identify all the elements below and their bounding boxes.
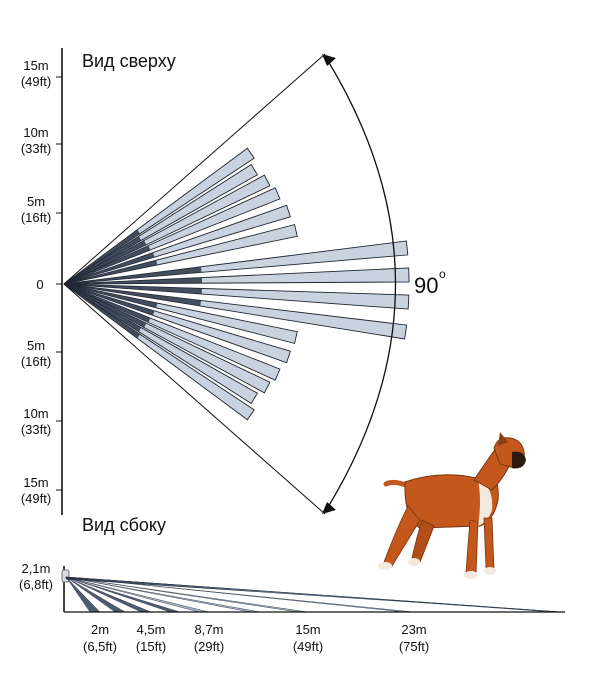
x-tick-label: 8,7m [195,622,224,637]
side-beams [65,576,563,613]
side-height-label: 2,1m [22,561,51,576]
y-tick-label: 5m [27,338,45,353]
boxer-dog-icon [378,432,526,579]
x-tick-label: 4,5m [137,622,166,637]
x-tick-label: 15m [295,622,320,637]
beam-core [64,284,147,328]
y-tick-sub: (16ft) [21,354,51,369]
beam-core [64,236,142,284]
angle-label: 90 [414,273,438,298]
beam-core [64,260,158,284]
beam-core [64,240,147,284]
beam-core [64,277,203,284]
x-tick-sub: (49ft) [293,639,323,654]
beam-core [64,284,155,316]
arrow-up-icon [322,54,336,66]
beam-core [64,229,141,284]
y-tick-sub: (49ft) [21,74,51,89]
coverage-angle-indicator: 90 o [63,53,446,515]
beam-core [64,284,141,339]
detection-beams [63,147,410,421]
angle-unit: o [439,267,446,281]
top-view-y-ticks: 15m (49ft) 10m (33ft) 5m (16ft) 0 5m (16… [21,58,62,506]
side-view: Вид сбоку 2,1m (6,8ft) 2m (6,5ft) 4,5m (… [19,515,565,654]
y-tick-label: 0 [36,277,43,292]
x-tick-label: 23m [401,622,426,637]
y-tick-sub: (16ft) [21,210,51,225]
beam-core [64,284,142,332]
beam-core [64,284,158,308]
y-tick-label: 10m [23,125,48,140]
side-height-sub: (6,8ft) [19,577,53,592]
beam-core [64,252,155,284]
top-view: Вид сверху 15m (49ft) 10m (33ft) 5m (16f… [21,48,446,515]
beam-core [64,284,202,306]
beam-core [64,266,202,284]
side-x-ticks: 2m (6,5ft) 4,5m (15ft) 8,7m (29ft) 15m (… [83,622,429,654]
beam-core [64,284,202,295]
y-tick-sub: (33ft) [21,141,51,156]
x-tick-label: 2m [91,622,109,637]
y-tick-label: 15m [23,475,48,490]
y-tick-label: 10m [23,406,48,421]
y-tick-sub: (33ft) [21,422,51,437]
top-view-title: Вид сверху [82,51,176,71]
arrow-down-icon [322,502,336,514]
beam-core [64,245,151,284]
side-beam-far [65,576,563,613]
x-tick-sub: (29ft) [194,639,224,654]
x-tick-sub: (6,5ft) [83,639,117,654]
x-tick-sub: (15ft) [136,639,166,654]
y-tick-label: 5m [27,194,45,209]
x-tick-sub: (75ft) [399,639,429,654]
y-tick-label: 15m [23,58,48,73]
side-view-title: Вид сбоку [82,515,166,535]
y-tick-sub: (49ft) [21,491,51,506]
beam-core [64,284,151,323]
